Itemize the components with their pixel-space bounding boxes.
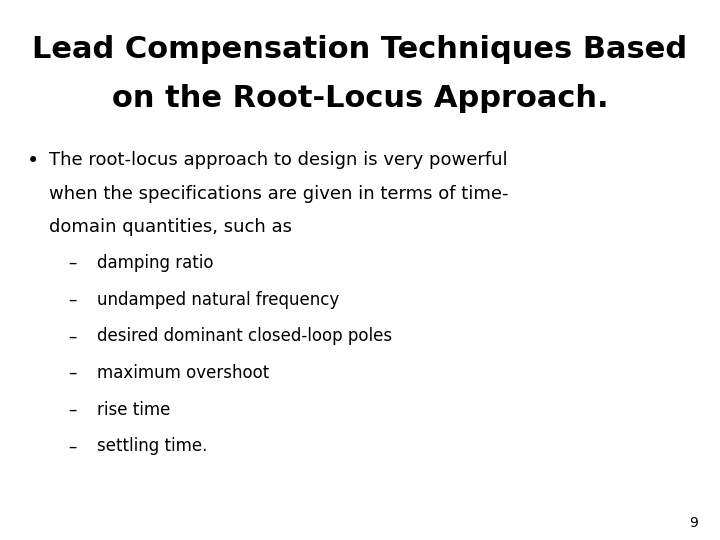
- Text: –: –: [68, 401, 77, 418]
- Text: on the Root-Locus Approach.: on the Root-Locus Approach.: [112, 84, 608, 113]
- Text: when the specifications are given in terms of time-: when the specifications are given in ter…: [49, 185, 508, 202]
- Text: undamped natural frequency: undamped natural frequency: [97, 291, 339, 308]
- Text: •: •: [27, 151, 40, 171]
- Text: maximum overshoot: maximum overshoot: [97, 364, 269, 382]
- Text: rise time: rise time: [97, 401, 171, 418]
- Text: –: –: [68, 291, 77, 308]
- Text: The root-locus approach to design is very powerful: The root-locus approach to design is ver…: [49, 151, 508, 169]
- Text: damping ratio: damping ratio: [97, 254, 214, 272]
- Text: desired dominant closed-loop poles: desired dominant closed-loop poles: [97, 327, 392, 345]
- Text: –: –: [68, 364, 77, 382]
- Text: domain quantities, such as: domain quantities, such as: [49, 218, 292, 236]
- Text: –: –: [68, 437, 77, 455]
- Text: 9: 9: [690, 516, 698, 530]
- Text: –: –: [68, 254, 77, 272]
- Text: Lead Compensation Techniques Based: Lead Compensation Techniques Based: [32, 35, 688, 64]
- Text: settling time.: settling time.: [97, 437, 207, 455]
- Text: –: –: [68, 327, 77, 345]
